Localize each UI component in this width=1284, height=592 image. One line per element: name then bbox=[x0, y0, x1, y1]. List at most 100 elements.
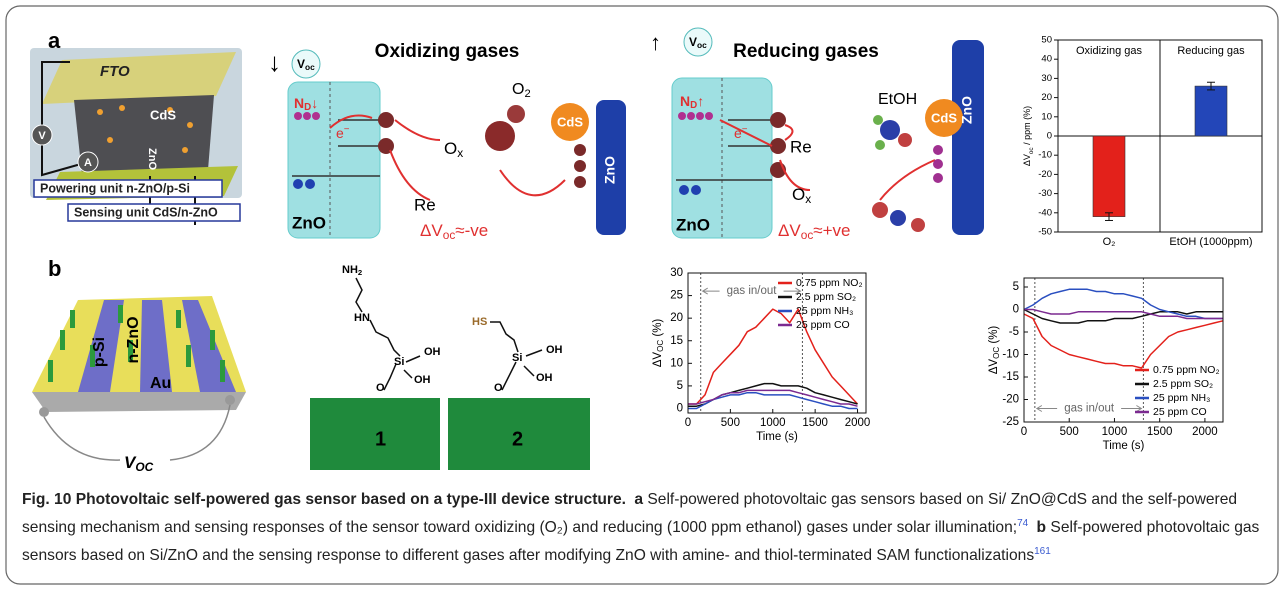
label: ΔVoc≈-ve bbox=[420, 221, 488, 242]
molecule-2: HS Si OH OH O 2 bbox=[448, 316, 590, 470]
legend-label: 25 ppm NH₃ bbox=[1153, 392, 1210, 404]
y-tick-label: 0 bbox=[1047, 131, 1052, 142]
device-b: p-Si n-ZnO Au VOC bbox=[32, 296, 246, 474]
y-tick-label: -10 bbox=[1002, 349, 1019, 361]
label: Ox bbox=[792, 185, 811, 206]
title: Reducing gases bbox=[733, 41, 879, 62]
label: A bbox=[84, 157, 92, 169]
legend-label: 2.5 ppm SO₂ bbox=[796, 291, 856, 303]
caption: Fig. 10 Photovoltaic self-powered gas se… bbox=[22, 488, 1267, 568]
y-tick-label: 5 bbox=[1013, 281, 1019, 293]
label: OH bbox=[546, 344, 563, 356]
y-tick-label: -20 bbox=[1038, 169, 1052, 180]
y-tick-label: -5 bbox=[1009, 326, 1019, 338]
bar bbox=[1195, 86, 1227, 136]
caption-title: Fig. 10 Photovoltaic self-powered gas se… bbox=[22, 491, 626, 508]
x-tick-label: O₂ bbox=[1103, 236, 1116, 248]
legend-label: 25 ppm CO bbox=[1153, 406, 1207, 418]
y-tick-label: 30 bbox=[670, 267, 683, 279]
y-tick-label: 25 bbox=[670, 290, 683, 302]
label: V bbox=[38, 130, 46, 142]
reference[interactable]: 161 bbox=[1034, 546, 1051, 557]
y-tick-label: -50 bbox=[1038, 227, 1052, 238]
y-tick-label: 10 bbox=[1041, 111, 1052, 122]
label: HS bbox=[472, 316, 487, 328]
legend-label: 0.75 ppm NO₂ bbox=[1153, 364, 1220, 376]
reducing-scheme: ↑ Voc ND↑ e− ZnO Re Ox ΔVoc≈+ve Reducing… bbox=[650, 28, 984, 242]
y-axis-label: ΔVoc / ppm (%) bbox=[1022, 106, 1034, 166]
label: HN bbox=[354, 312, 370, 324]
label: O2 bbox=[512, 81, 531, 100]
label: OH bbox=[414, 374, 431, 386]
panel-label: b bbox=[48, 256, 61, 281]
x-tick-label: 0 bbox=[1021, 426, 1027, 438]
x-tick-label: 1000 bbox=[1102, 426, 1128, 438]
legend-label: 25 ppm NH₃ bbox=[796, 305, 853, 317]
oxidizing-scheme: ↓ Voc ND↓ e− ZnO Ox Re ΔVoc≈-ve Oxidizin… bbox=[268, 41, 626, 242]
section-label: Oxidizing gas bbox=[1076, 45, 1143, 57]
label: Ox bbox=[444, 139, 463, 160]
label: CdS bbox=[931, 110, 957, 125]
label: Au bbox=[150, 375, 171, 392]
label: FTO bbox=[100, 63, 130, 80]
reference[interactable]: 74 bbox=[1017, 518, 1028, 529]
x-tick-label: 2000 bbox=[1192, 426, 1218, 438]
y-tick-label: -40 bbox=[1038, 207, 1052, 218]
y-tick-label: -10 bbox=[1038, 150, 1052, 161]
section-label: Reducing gas bbox=[1177, 45, 1245, 57]
x-axis-label: Time (s) bbox=[1103, 440, 1145, 452]
bar bbox=[1093, 136, 1125, 217]
y-tick-label: 20 bbox=[670, 312, 683, 324]
label: Si bbox=[512, 352, 522, 364]
y-tick-label: 0 bbox=[677, 403, 683, 415]
y-tick-label: 5 bbox=[677, 380, 683, 392]
caption-panel-label: b bbox=[1037, 519, 1047, 536]
device-a: FTO CdS ZnO V A Substrate Powering unit … bbox=[30, 48, 242, 225]
y-tick-label: -30 bbox=[1038, 188, 1052, 199]
label: ZnO bbox=[676, 215, 710, 234]
x-tick-label: 0 bbox=[685, 417, 691, 429]
annotation: gas in/out bbox=[1064, 403, 1115, 415]
molecule-1: NH2 HN Si OH OH O 1 bbox=[310, 264, 441, 470]
label: ZnO bbox=[602, 156, 618, 184]
series-line bbox=[1024, 310, 1223, 319]
series-line bbox=[688, 393, 858, 409]
label: O bbox=[494, 382, 503, 394]
label: Powering unit n-ZnO/p-Si bbox=[40, 181, 190, 195]
label: Re bbox=[790, 137, 812, 156]
title: Oxidizing gases bbox=[375, 41, 520, 62]
x-axis-label: Time (s) bbox=[756, 431, 798, 443]
figure-page: a FTO CdS ZnO V A Substrate Powering uni… bbox=[0, 0, 1284, 592]
label: ΔVoc≈+ve bbox=[778, 221, 850, 242]
series-line bbox=[688, 390, 858, 406]
y-tick-label: 30 bbox=[1041, 73, 1052, 84]
label: CdS bbox=[150, 107, 176, 122]
label: n-ZnO bbox=[125, 316, 142, 363]
x-tick-label: 1000 bbox=[760, 417, 786, 429]
label: Sensing unit CdS/n-ZnO bbox=[74, 205, 218, 219]
x-tick-label: 500 bbox=[1060, 426, 1079, 438]
y-tick-label: 15 bbox=[670, 335, 683, 347]
label: NH2 bbox=[342, 264, 362, 277]
y-axis-label: ΔVOC (%) bbox=[988, 326, 1001, 375]
legend-label: 2.5 ppm SO₂ bbox=[1153, 378, 1213, 390]
y-tick-label: -15 bbox=[1002, 371, 1019, 383]
y-tick-label: 0 bbox=[1013, 304, 1019, 316]
arrow: ↑ bbox=[650, 30, 661, 55]
y-tick-label: 50 bbox=[1041, 35, 1052, 46]
label: OH bbox=[536, 372, 553, 384]
legend-label: 0.75 ppm NO₂ bbox=[796, 277, 863, 289]
y-tick-label: 10 bbox=[670, 357, 683, 369]
label: VOC bbox=[124, 453, 154, 474]
x-tick-label: 1500 bbox=[802, 417, 828, 429]
label: 2 bbox=[512, 428, 523, 450]
label: ZnO bbox=[292, 213, 326, 232]
label: Si bbox=[394, 356, 404, 368]
annotation: gas in/out bbox=[727, 285, 778, 297]
y-tick-label: -25 bbox=[1002, 416, 1019, 428]
label: ZnO bbox=[959, 96, 975, 124]
x-tick-label: 2000 bbox=[845, 417, 871, 429]
label: 1 bbox=[375, 428, 386, 450]
legend-label: 25 ppm CO bbox=[796, 319, 850, 331]
y-tick-label: 20 bbox=[1041, 92, 1052, 103]
